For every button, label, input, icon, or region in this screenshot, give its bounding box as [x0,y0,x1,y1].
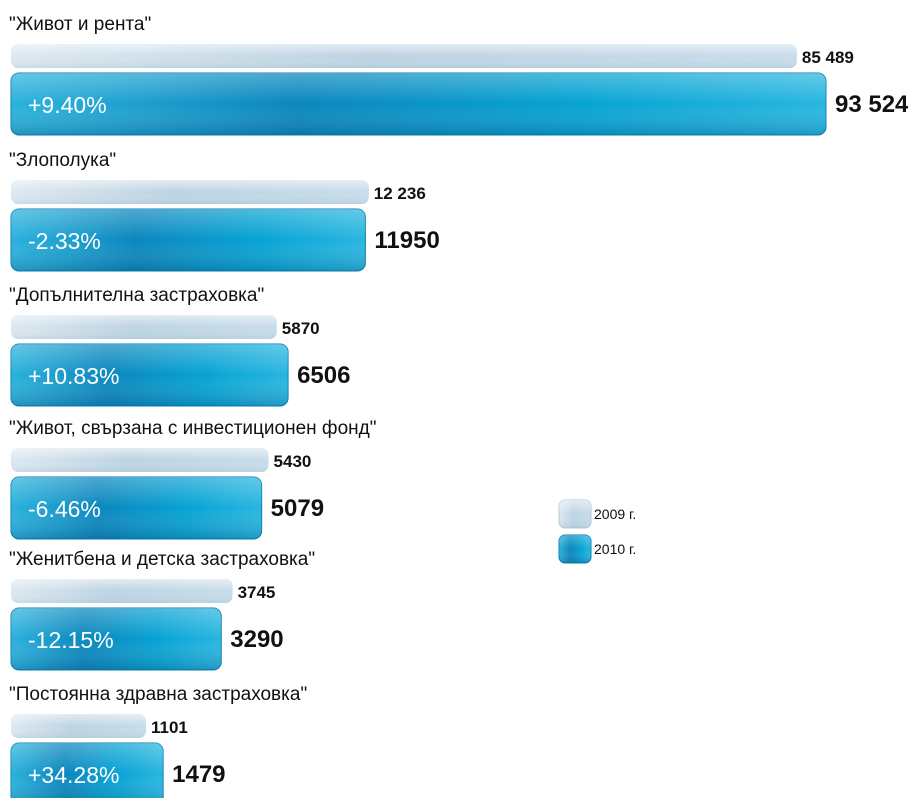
legend: 2009 г. 2010 г. [558,499,636,564]
bar-group: "Живот, свързана с инвестиционен фонд" 54… [9,418,376,540]
legend-label: 2010 г. [594,541,636,557]
change-label: -2.33% [28,228,101,254]
value-label-2010: 11950 [374,227,439,254]
bar-2009-highlight [11,180,369,204]
change-label: +10.83% [28,363,119,389]
bar-2010-highlight [11,608,222,670]
bar-group: "Живот и рента" 85 489 +9.40% 93 524 [9,14,908,136]
change-label: -12.15% [28,627,114,653]
bar-2010-highlight [11,344,289,406]
bar-group: "Женитбена и детска застраховка" 3745 -12.… [9,549,315,671]
bar-2010-highlight [11,743,164,798]
bar-group: "Постоянна здравна застраховка" 1101 +34.2… [9,684,307,798]
bar-2009-highlight [11,44,797,68]
bar-2010-highlight [11,73,826,135]
change-label: +34.28% [28,762,119,788]
category-label: "Живот, свързана с инвестиционен фонд" [9,418,376,439]
value-label-2010: 93 524 [835,91,908,118]
bar-2009-highlight [11,579,233,603]
value-label-2010: 1479 [172,761,225,788]
bar-2009-highlight [11,714,146,738]
change-label: -6.46% [28,496,101,522]
legend-swatch-highlight [559,500,591,528]
category-label: "Живот и рента" [9,14,151,35]
value-label-2009: 12 236 [374,184,426,203]
bar-2010-highlight [11,209,366,271]
category-label: "Постоянна здравна застраховка" [9,684,307,705]
bar-group: "Злополука" 12 236 -2.33% 11950 [9,150,440,272]
value-label-2009: 1101 [151,718,188,737]
change-label: +9.40% [28,92,107,118]
legend-label: 2009 г. [594,506,636,522]
bar-group: "Допълнителна застраховка" 5870 +10.83% 650… [9,285,350,407]
bar-2009-highlight [11,315,277,339]
category-label: "Женитбена и детска застраховка" [9,549,315,570]
value-label-2010: 3290 [230,626,283,653]
value-label-2009: 3745 [238,583,276,602]
value-label-2010: 6506 [297,362,350,389]
bar-2009-highlight [11,448,269,472]
category-label: "Злополука" [9,150,116,171]
value-label-2009: 85 489 [802,48,854,67]
value-label-2009: 5430 [274,452,312,471]
legend-swatch-highlight [559,535,591,563]
value-label-2009: 5870 [282,319,320,338]
category-label: "Допълнителна застраховка" [9,285,264,306]
bar-2010-highlight [11,477,262,539]
value-label-2010: 5079 [271,495,324,522]
